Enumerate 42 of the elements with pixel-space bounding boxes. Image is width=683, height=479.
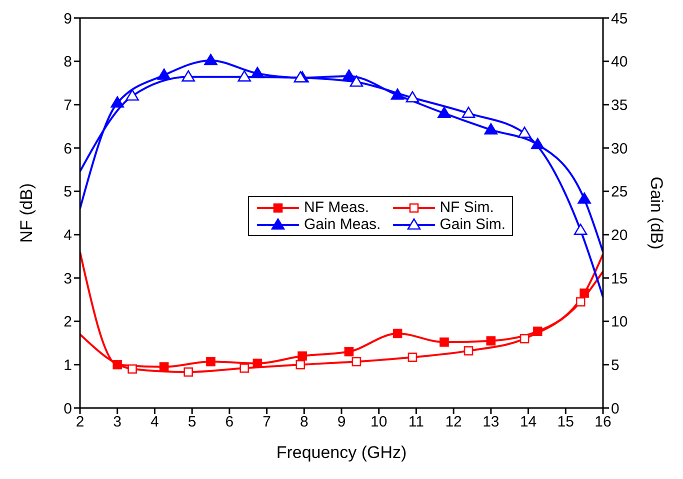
x-tick-label: 14 [520,414,537,431]
legend-label: Gain Sim. [440,216,506,233]
y2-tick-label: 15 [611,270,628,288]
x-tick-label: 9 [337,414,346,431]
x-tick-label: 12 [445,414,462,431]
y2-tick-label: 25 [611,184,628,201]
x-tick-label: 3 [113,414,122,431]
y2-tick-label: 0 [611,400,620,418]
x-tick-label: 2 [76,414,84,431]
y2-tick-label: 40 [611,54,628,71]
y-tick-label: 3 [64,270,72,288]
y2-tick-label: 5 [611,356,620,374]
y-tick-label: 1 [64,356,72,374]
y2-tick-label: 10 [611,314,628,331]
y2-axis-title: Gain (dB) [646,176,666,250]
x-axis-title: Frequency (GHz) [276,443,407,462]
y2-tick-label: 45 [611,10,628,28]
y2-tick-label: 20 [611,226,628,244]
x-tick-label: 5 [188,414,196,431]
x-tick-label: 13 [482,414,500,431]
x-tick-label: 10 [370,414,388,431]
y-tick-label: 8 [64,54,72,71]
x-tick-label: 7 [262,414,271,431]
x-tick-label: 6 [225,414,234,431]
x-tick-label: 15 [557,414,574,431]
y-tick-label: 6 [64,140,72,158]
y-tick-label: 9 [64,10,72,28]
x-tick-label: 4 [150,414,159,431]
y2-tick-label: 30 [611,140,628,158]
y-tick-label: 2 [64,314,72,331]
y-tick-label: 5 [64,184,72,201]
legend-label: NF Meas. [304,199,370,216]
y2-tick-label: 35 [611,96,628,114]
x-tick-label: 8 [300,414,308,431]
legend-label: Gain Meas. [304,216,381,233]
x-tick-label: 11 [408,414,424,431]
y-tick-label: 7 [64,96,72,114]
y-axis-title: NF (dB) [17,183,36,243]
x-tick-label: 16 [594,414,612,431]
y-tick-label: 0 [64,400,72,418]
y-tick-label: 4 [64,226,72,244]
legend-label: NF Sim. [440,199,494,216]
